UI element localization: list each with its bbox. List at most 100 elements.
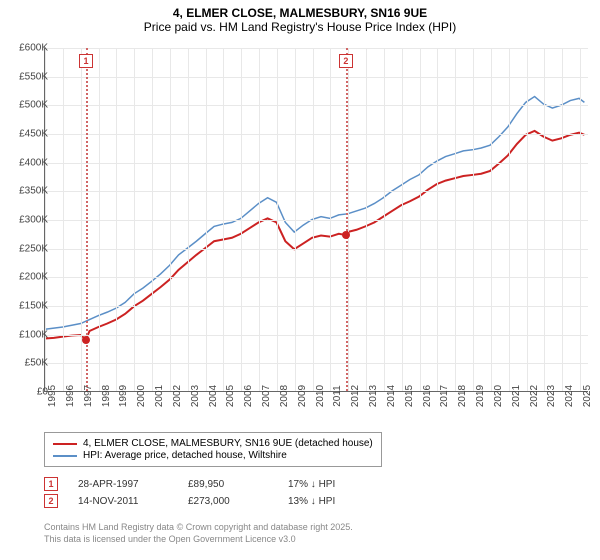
gridline-v: [206, 48, 207, 391]
transaction-diff: 17% ↓ HPI: [288, 479, 368, 490]
x-axis-label: 2001: [154, 385, 165, 407]
transaction-marker: 2: [44, 494, 58, 508]
x-axis-label: 2025: [582, 385, 593, 407]
gridline-v: [63, 48, 64, 391]
legend-swatch-subject: [53, 443, 77, 445]
x-axis-label: 2003: [190, 385, 201, 407]
x-axis-label: 2011: [332, 385, 343, 407]
legend-row-subject: 4, ELMER CLOSE, MALMESBURY, SN16 9UE (de…: [53, 438, 373, 449]
x-axis-label: 2013: [368, 385, 379, 407]
gridline-h: [45, 277, 588, 278]
transaction-date: 14-NOV-2011: [78, 496, 168, 507]
transactions-table: 128-APR-1997£89,95017% ↓ HPI214-NOV-2011…: [44, 474, 368, 511]
x-axis-label: 2000: [136, 385, 147, 407]
y-axis-label: £450K: [4, 129, 48, 140]
transaction-row: 2 14-NOV-2011 £273,000 13% ↓ HPI: [44, 494, 368, 508]
x-axis-label: 1995: [47, 385, 58, 407]
gridline-v: [188, 48, 189, 391]
gridline-v: [580, 48, 581, 391]
transaction-price: £89,950: [188, 479, 268, 490]
legend: 4, ELMER CLOSE, MALMESBURY, SN16 9UE (de…: [44, 432, 382, 467]
data-point: [342, 231, 350, 239]
gridline-v: [116, 48, 117, 391]
gridline-h: [45, 77, 588, 78]
x-axis-label: 2022: [529, 385, 540, 407]
y-axis-label: £0: [4, 387, 48, 398]
y-axis-label: £150K: [4, 301, 48, 312]
x-axis-label: 2017: [439, 385, 450, 407]
x-axis-label: 2007: [261, 385, 272, 407]
gridline-v: [527, 48, 528, 391]
gridline-v: [509, 48, 510, 391]
gridline-h: [45, 191, 588, 192]
x-axis-label: 2002: [172, 385, 183, 407]
gridline-h: [45, 105, 588, 106]
x-axis-label: 2009: [297, 385, 308, 407]
series-line-hpi: [45, 97, 584, 330]
data-point: [82, 336, 90, 344]
y-axis-label: £600K: [4, 43, 48, 54]
marker-box: 1: [79, 54, 93, 68]
x-axis-label: 2006: [243, 385, 254, 407]
gridline-h: [45, 306, 588, 307]
gridline-v: [241, 48, 242, 391]
marker-box: 2: [339, 54, 353, 68]
chart-plot-area: 12: [44, 48, 588, 392]
y-axis-label: £500K: [4, 100, 48, 111]
x-axis-label: 1999: [118, 385, 129, 407]
gridline-v: [295, 48, 296, 391]
transaction-price: £273,000: [188, 496, 268, 507]
transaction-row: 128-APR-1997£89,95017% ↓ HPI: [44, 477, 368, 491]
x-axis-label: 1996: [65, 385, 76, 407]
gridline-v: [402, 48, 403, 391]
gridline-v: [348, 48, 349, 391]
x-axis-label: 2020: [493, 385, 504, 407]
gridline-h: [45, 249, 588, 250]
y-axis-label: £300K: [4, 215, 48, 226]
y-axis-label: £50K: [4, 358, 48, 369]
gridline-v: [170, 48, 171, 391]
gridline-h: [45, 163, 588, 164]
y-axis-label: £100K: [4, 329, 48, 340]
legend-label-hpi: HPI: Average price, detached house, Wilt…: [83, 450, 287, 461]
x-axis-label: 2018: [457, 385, 468, 407]
gridline-h: [45, 335, 588, 336]
gridline-v: [313, 48, 314, 391]
marker-line: [346, 48, 348, 391]
y-axis-label: £350K: [4, 186, 48, 197]
footer-line1: Contains HM Land Registry data © Crown c…: [44, 522, 353, 534]
transaction-diff: 13% ↓ HPI: [288, 496, 368, 507]
title-address: 4, ELMER CLOSE, MALMESBURY, SN16 9UE: [0, 6, 600, 20]
gridline-v: [437, 48, 438, 391]
gridline-h: [45, 220, 588, 221]
x-axis-label: 2023: [546, 385, 557, 407]
gridline-v: [259, 48, 260, 391]
gridline-h: [45, 134, 588, 135]
gridline-v: [544, 48, 545, 391]
gridline-v: [223, 48, 224, 391]
gridline-v: [562, 48, 563, 391]
title-block: 4, ELMER CLOSE, MALMESBURY, SN16 9UE Pri…: [0, 0, 600, 38]
legend-swatch-hpi: [53, 455, 77, 457]
legend-row-hpi: HPI: Average price, detached house, Wilt…: [53, 450, 373, 461]
gridline-v: [491, 48, 492, 391]
transaction-date: 28-APR-1997: [78, 479, 168, 490]
x-axis-label: 2005: [225, 385, 236, 407]
gridline-v: [134, 48, 135, 391]
x-axis-label: 2015: [404, 385, 415, 407]
y-axis-label: £200K: [4, 272, 48, 283]
x-axis-label: 2021: [511, 385, 522, 407]
x-axis-label: 2019: [475, 385, 486, 407]
x-axis-label: 2024: [564, 385, 575, 407]
gridline-v: [366, 48, 367, 391]
x-axis-label: 2014: [386, 385, 397, 407]
x-axis-label: 2004: [208, 385, 219, 407]
gridline-v: [420, 48, 421, 391]
footer-line2: This data is licensed under the Open Gov…: [44, 534, 353, 546]
y-axis-label: £400K: [4, 157, 48, 168]
gridline-v: [277, 48, 278, 391]
chart-container: 4, ELMER CLOSE, MALMESBURY, SN16 9UE Pri…: [0, 0, 600, 560]
x-axis-label: 2010: [315, 385, 326, 407]
gridline-v: [473, 48, 474, 391]
x-axis-label: 1997: [83, 385, 94, 407]
